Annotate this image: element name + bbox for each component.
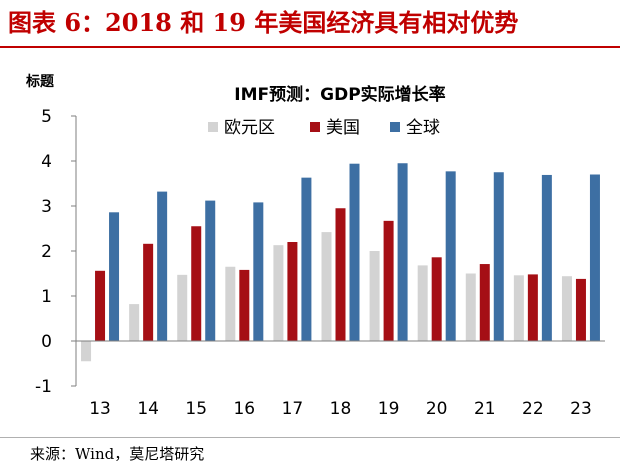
x-tick-label: 21 xyxy=(474,399,496,419)
y-axis: -1 0 1 2 3 4 5 xyxy=(35,107,77,397)
bar-us-16 xyxy=(239,269,250,341)
bar-global-17 xyxy=(301,177,312,341)
bar-global-20 xyxy=(445,171,456,341)
bar-global-13 xyxy=(109,212,120,341)
chart-title: IMF预测：GDP实际增长率 xyxy=(234,84,445,105)
bar-eurozone-21 xyxy=(465,273,476,341)
bar-eurozone-15 xyxy=(177,274,188,341)
bar-global-14 xyxy=(157,191,168,341)
figure-title: 图表 6：2018 和 19 年美国经济具有相对优势 xyxy=(8,8,519,37)
legend-swatch-global xyxy=(390,122,400,132)
bar-us-21 xyxy=(479,264,490,341)
bar-eurozone-13 xyxy=(81,341,92,362)
bar-eurozone-19 xyxy=(369,251,380,341)
bar-us-14 xyxy=(143,243,154,341)
legend-swatch-eurozone xyxy=(208,122,218,132)
bar-global-18 xyxy=(349,163,360,341)
bar-global-21 xyxy=(493,172,504,341)
x-tick-label: 22 xyxy=(522,399,544,419)
bar-us-17 xyxy=(287,242,298,341)
x-tick-label: 16 xyxy=(233,399,255,419)
bar-us-13 xyxy=(95,270,106,341)
y-tick-label: -1 xyxy=(35,377,52,397)
bar-global-15 xyxy=(205,200,216,341)
bar-global-19 xyxy=(397,163,408,341)
bar-global-23 xyxy=(589,174,600,341)
bar-eurozone-17 xyxy=(273,245,284,341)
bar-eurozone-16 xyxy=(225,266,236,341)
legend-label-eurozone: 欧元区 xyxy=(224,118,275,138)
y-tick-label: 0 xyxy=(41,332,52,352)
legend-label-global: 全球 xyxy=(406,118,440,138)
bar-global-22 xyxy=(541,174,552,341)
y-tick-label: 3 xyxy=(41,197,52,217)
bar-us-19 xyxy=(383,220,394,341)
bar-eurozone-23 xyxy=(561,276,572,341)
x-tick-label: 18 xyxy=(330,399,352,419)
bar-us-20 xyxy=(431,257,442,341)
bar-us-15 xyxy=(191,226,202,341)
x-axis: 13 14 15 16 17 18 19 20 21 22 23 xyxy=(76,340,605,419)
y-tick-label: 5 xyxy=(41,107,52,127)
title-divider xyxy=(0,46,620,48)
y-tick-label: 2 xyxy=(41,242,52,262)
bar-eurozone-20 xyxy=(417,265,428,341)
y-tick-label: 4 xyxy=(41,152,52,172)
legend-label-us: 美国 xyxy=(326,118,360,138)
source-divider xyxy=(0,437,620,438)
x-tick-label: 15 xyxy=(185,399,207,419)
bar-eurozone-14 xyxy=(129,304,140,341)
bar-series xyxy=(81,163,600,362)
legend-swatch-us xyxy=(310,122,320,132)
bar-eurozone-22 xyxy=(513,275,524,341)
source-note: 来源：Wind，莫尼塔研究 xyxy=(30,445,205,463)
bar-us-18 xyxy=(335,208,346,341)
y-tick-label: 1 xyxy=(41,287,52,307)
x-tick-label: 17 xyxy=(282,399,304,419)
x-tick-label: 23 xyxy=(570,399,592,419)
x-tick-label: 19 xyxy=(378,399,400,419)
x-tick-label: 20 xyxy=(426,399,448,419)
bar-us-23 xyxy=(575,278,586,341)
bar-us-22 xyxy=(527,274,538,341)
y-axis-label: 标题 xyxy=(25,73,55,90)
bar-global-16 xyxy=(253,202,264,341)
chart-legend: 欧元区 美国 全球 xyxy=(208,118,440,138)
x-tick-label: 13 xyxy=(89,399,111,419)
bar-eurozone-18 xyxy=(321,232,332,341)
x-tick-label: 14 xyxy=(137,399,159,419)
